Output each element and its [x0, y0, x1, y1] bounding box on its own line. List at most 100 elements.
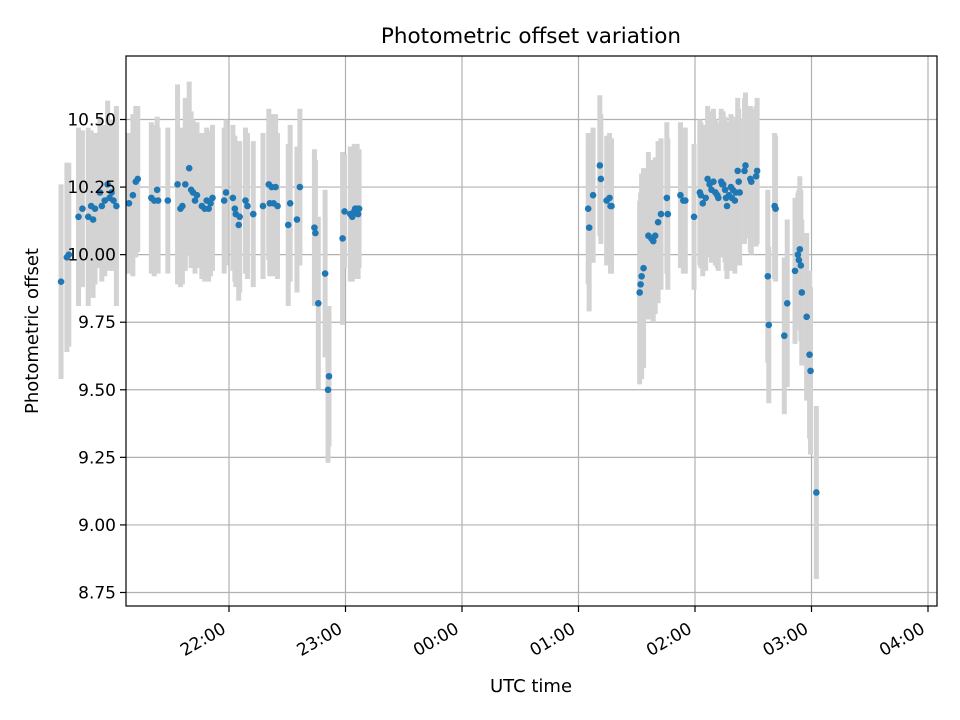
data-point: [663, 194, 671, 202]
data-point: [231, 205, 239, 213]
data-point: [723, 202, 731, 210]
data-point: [355, 205, 363, 213]
data-point: [207, 199, 214, 207]
data-point: [797, 262, 805, 269]
data-point: [324, 386, 332, 394]
data-point: [719, 181, 727, 188]
data-point: [699, 199, 707, 207]
data-point: [193, 191, 201, 199]
y-tick-label: 9.25: [78, 448, 116, 468]
y-tick-label: 9.50: [78, 381, 116, 401]
data-point: [311, 224, 318, 231]
data-point: [781, 332, 788, 340]
data-point: [796, 245, 804, 253]
data-point: [164, 197, 172, 204]
data-point: [185, 164, 193, 172]
data-point: [129, 191, 137, 199]
data-point: [791, 267, 799, 275]
data-point: [222, 189, 230, 196]
data-point: [806, 351, 813, 358]
data-point: [84, 213, 92, 221]
data-point: [606, 194, 613, 202]
data-point: [807, 367, 814, 375]
y-tick-label: 10.25: [67, 178, 116, 198]
data-point: [154, 197, 162, 204]
data-point: [637, 281, 644, 288]
data-point: [735, 178, 742, 185]
data-point: [108, 189, 115, 196]
data-point: [803, 313, 810, 321]
data-point: [734, 167, 742, 175]
data-point: [96, 189, 104, 196]
data-point: [101, 197, 109, 204]
data-point: [748, 178, 755, 185]
data-point: [242, 197, 249, 204]
data-point: [813, 489, 820, 496]
data-point: [765, 321, 773, 329]
chart-title: Photometric offset variation: [381, 24, 681, 49]
data-point: [89, 216, 97, 223]
data-point: [742, 162, 749, 169]
data-point: [312, 229, 319, 237]
data-point: [79, 205, 86, 213]
data-point: [286, 199, 294, 207]
data-point: [205, 205, 212, 213]
y-axis-ticks: 8.75 9.00 9.25 9.50 9.75 10.00 10.25 10.50: [67, 111, 126, 603]
data-point: [783, 299, 791, 307]
data-point: [284, 221, 292, 229]
data-point: [654, 218, 662, 226]
data-point: [589, 191, 597, 199]
data-point: [244, 202, 251, 210]
data-point: [104, 181, 111, 188]
data-point: [772, 205, 779, 213]
data-point: [321, 270, 329, 277]
data-point: [339, 235, 346, 242]
data-point: [293, 216, 301, 223]
data-point: [296, 183, 304, 191]
data-point: [640, 264, 647, 272]
data-point: [98, 202, 106, 210]
data-point: [798, 289, 806, 296]
data-point: [608, 202, 615, 210]
data-point: [354, 210, 362, 218]
x-axis-label: UTC time: [490, 676, 572, 697]
y-tick-label: 10.50: [67, 111, 116, 131]
data-point: [753, 167, 761, 175]
data-point: [697, 191, 705, 199]
data-point: [315, 299, 322, 307]
data-point: [664, 210, 672, 218]
data-point: [113, 202, 120, 210]
data-point: [110, 197, 117, 204]
data-point: [677, 191, 684, 199]
data-point: [229, 194, 237, 202]
data-point: [191, 197, 199, 204]
data-point: [736, 189, 743, 196]
data-point: [182, 181, 189, 188]
data-point: [153, 186, 161, 194]
data-point: [731, 197, 739, 204]
data-point: [220, 197, 228, 204]
data-point: [274, 202, 281, 210]
data-point: [57, 278, 65, 285]
data-point: [584, 205, 592, 213]
data-point: [636, 289, 643, 296]
data-point: [795, 256, 803, 264]
data-point: [715, 194, 722, 202]
y-tick-label: 9.00: [78, 516, 116, 536]
data-point: [651, 232, 659, 240]
data-point: [702, 194, 709, 202]
data-point: [134, 175, 142, 183]
data-point: [348, 213, 356, 221]
data-point: [179, 202, 186, 210]
data-point: [209, 194, 216, 202]
y-tick-label: 8.75: [78, 583, 116, 603]
data-point: [341, 208, 348, 215]
data-point: [752, 172, 760, 180]
data-point: [174, 181, 181, 188]
y-tick-label: 10.00: [67, 246, 116, 266]
data-point: [681, 197, 689, 204]
data-point: [325, 372, 333, 380]
data-point: [721, 186, 729, 194]
data-point: [710, 178, 717, 185]
